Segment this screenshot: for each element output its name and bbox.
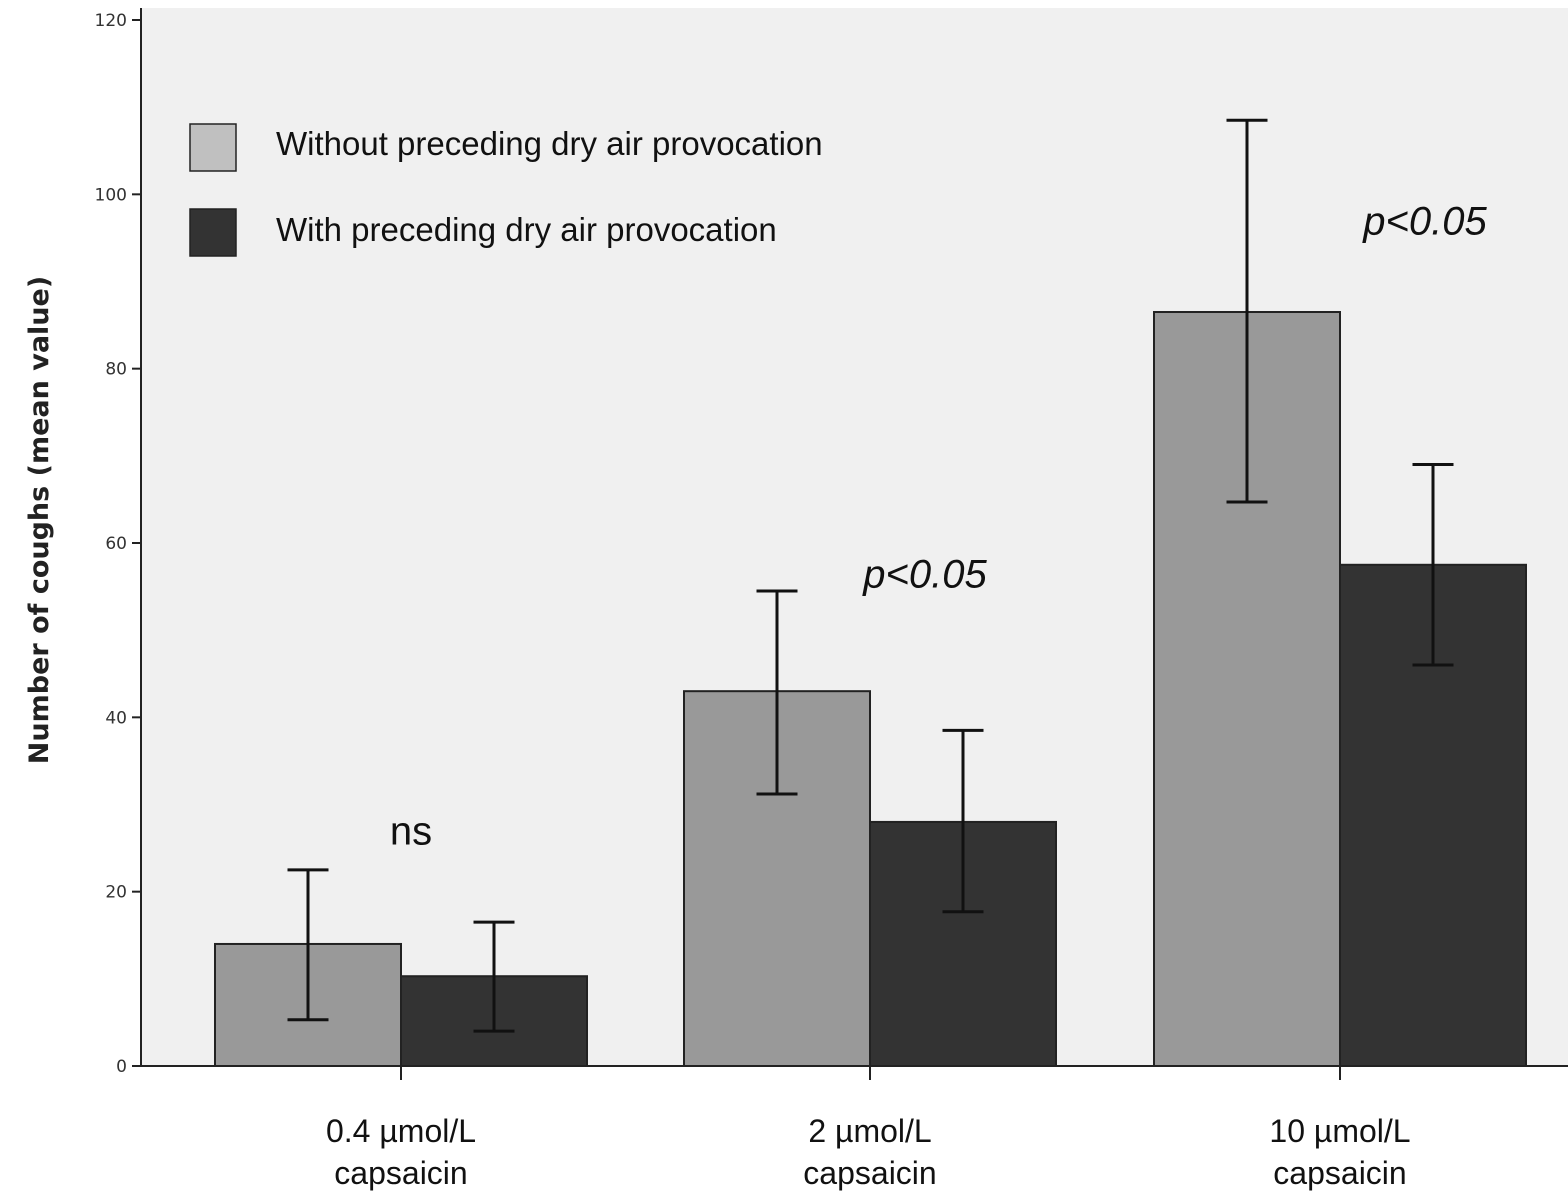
y-axis-label: Number of coughs (mean value) [24,276,55,764]
category-labels-layer: 0.4 µmol/L capsaicin 2 µmol/L capsaicin 10 µ… [326,1113,1411,1191]
y-tick-label-100: 100 [95,185,127,205]
legend-label-without: Without preceding dry air provocation [276,125,823,162]
category-label-0-line-1: capsaicin [334,1155,467,1191]
x-ticks-layer [400,1066,1341,1080]
y-tick-label-0: 0 [116,1057,127,1077]
annotation-0: ns [390,810,432,854]
annotation-2: p<0.05 [1362,199,1487,243]
category-label-1-line-0: 2 µmol/L [808,1113,931,1149]
y-tick-label-120: 120 [95,11,127,31]
legend-swatch-without [189,123,237,172]
annotation-1: p<0.05 [862,553,987,597]
error-bars-layer [287,118,1454,1033]
y-ticks-layer: 0 20 40 60 80 100 120 [95,11,141,1077]
legend-swatch-with [189,208,237,257]
legend-label-with: With preceding dry air provocation [276,211,777,248]
y-tick-label-40: 40 [105,708,127,728]
y-tick-label-80: 80 [105,360,127,380]
category-label-2-line-0: 10 µmol/L [1269,1113,1410,1149]
legend: Without preceding dry air provocation Wi… [189,123,823,257]
category-label-0-line-0: 0.4 µmol/L [326,1113,476,1149]
category-label-2-line-1: capsaicin [1273,1155,1406,1191]
y-tick-label-20: 20 [105,883,127,903]
annotations-layer: ns p<0.05 p<0.05 [390,199,1488,853]
y-tick-label-60: 60 [105,534,127,554]
category-label-1-line-1: capsaicin [803,1155,936,1191]
